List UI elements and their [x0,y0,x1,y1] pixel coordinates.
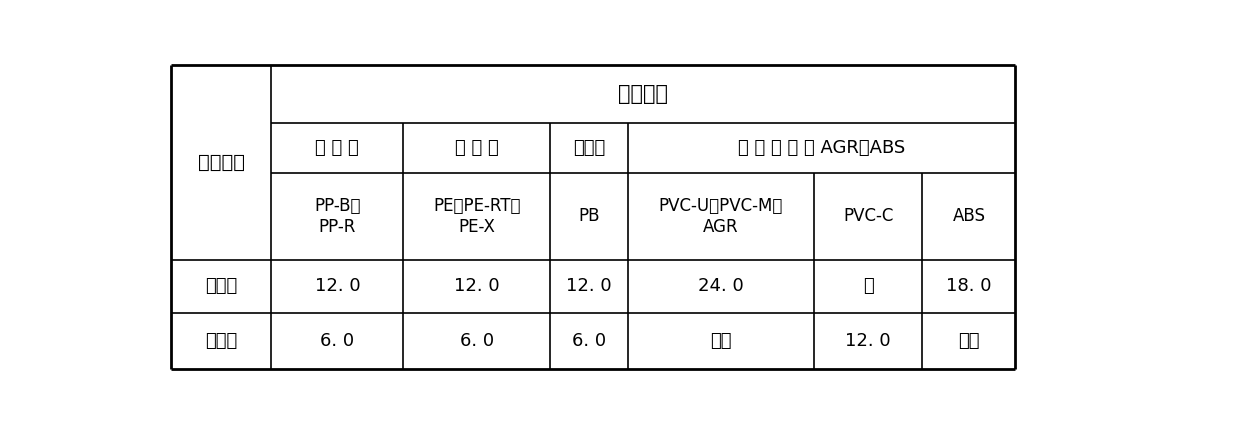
Text: 聚 丙 烯: 聚 丙 烯 [316,139,359,157]
Text: －－: －－ [710,332,731,350]
Text: 12. 0: 12. 0 [567,277,612,295]
Text: 12. 0: 12. 0 [845,332,892,350]
Text: ABS: ABS [953,207,986,225]
Text: 聚丁烯: 聚丁烯 [573,139,606,157]
Text: 聚 乙 烯: 聚 乙 烯 [455,139,499,157]
Text: PVC-U、PVC-M、
AGR: PVC-U、PVC-M、 AGR [658,197,784,236]
Text: PVC-C: PVC-C [843,207,893,225]
Text: 聚 氯 乙 烯 及 AGR、ABS: 聚 氯 乙 烯 及 AGR、ABS [739,139,905,157]
Text: 12. 0: 12. 0 [454,277,499,295]
Text: －－: －－ [958,332,979,350]
Text: 热水管: 热水管 [204,332,237,350]
Text: 管道类别: 管道类别 [198,153,245,172]
Text: 12. 0: 12. 0 [315,277,360,295]
Text: 冷水管: 冷水管 [204,277,237,295]
Text: 18. 0: 18. 0 [947,277,992,295]
Text: 6. 0: 6. 0 [460,332,494,350]
Text: PE、PE-RT、
PE-X: PE、PE-RT、 PE-X [433,197,520,236]
Text: 管　　材: 管 材 [618,84,668,104]
Text: 6. 0: 6. 0 [320,332,355,350]
Text: 24. 0: 24. 0 [698,277,744,295]
Text: 6. 0: 6. 0 [572,332,606,350]
Text: PB: PB [578,207,599,225]
Text: －: － [863,277,874,295]
Text: PP-B、
PP-R: PP-B、 PP-R [314,197,361,236]
